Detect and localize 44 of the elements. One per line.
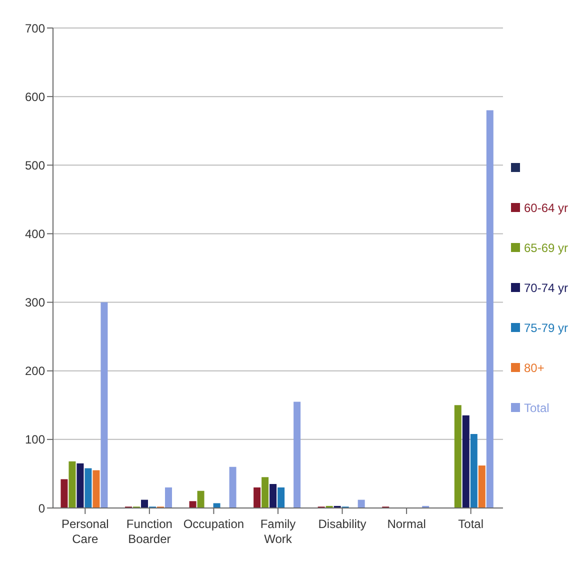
legend-label: 60-64 yr: [522, 200, 568, 217]
bar: [486, 110, 494, 508]
y-tick-label: 0: [38, 501, 46, 516]
x-tick-label: Normal: [387, 517, 426, 531]
bar: [189, 501, 196, 508]
bar: [164, 487, 172, 508]
y-tick-label: 700: [24, 21, 46, 36]
bar: [278, 487, 285, 508]
x-tick-label: Disability: [318, 517, 366, 531]
x-tick-label: Family Work: [260, 517, 296, 546]
bar: [100, 302, 108, 508]
bar: [84, 468, 92, 508]
bar: [229, 466, 236, 508]
bar: [470, 434, 478, 508]
legend-label: 65-69 yr: [522, 240, 568, 257]
bar: [76, 463, 84, 508]
legend-label: 75-79 yr: [522, 320, 568, 337]
bar: [140, 500, 148, 508]
y-tick-label: 100: [24, 432, 46, 447]
y-tick-label: 200: [24, 364, 46, 378]
y-tick-label: 600: [24, 90, 46, 104]
bar: [197, 490, 204, 508]
y-tick-label: 500: [24, 158, 46, 172]
bar: [358, 500, 365, 508]
bar: [213, 503, 220, 508]
bar: [294, 402, 301, 508]
x-tick-label: Function Boarder: [126, 517, 172, 546]
bar: [262, 477, 269, 508]
bar: [92, 470, 100, 508]
bar: [454, 405, 462, 508]
bar: [60, 479, 68, 508]
bar: [68, 461, 76, 508]
x-tick-label: Personal Care: [61, 517, 109, 546]
bar: [254, 487, 261, 508]
legend-label: 70-74 yr: [522, 280, 568, 297]
x-tick-label: Total: [458, 517, 484, 531]
bar: [478, 465, 486, 508]
legend-label: Total: [522, 400, 550, 417]
bar: [462, 415, 470, 508]
legend-label: 80+: [522, 360, 546, 377]
y-tick-label: 400: [24, 226, 46, 241]
bar: [270, 484, 277, 508]
y-tick-label: 300: [24, 296, 46, 310]
x-tick-label: Occupation: [183, 517, 244, 531]
